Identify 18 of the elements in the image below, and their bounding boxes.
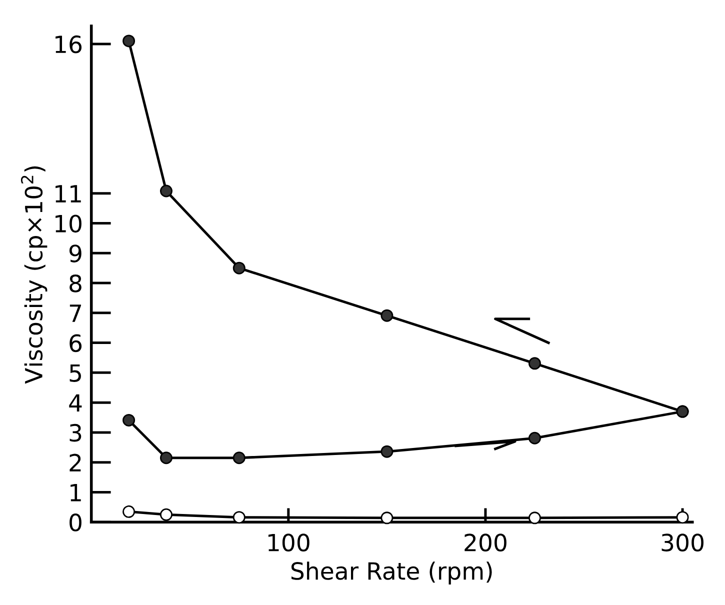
y-tick-label: 7	[70, 304, 81, 322]
y-tick-label: 1	[70, 484, 81, 502]
y-tick-label: 16	[56, 35, 82, 54]
y-tick-label: 4	[69, 394, 82, 412]
y-tick-label: 5	[70, 364, 81, 382]
x-tick-label: 100	[268, 534, 310, 552]
y-tick-label: 9	[69, 244, 82, 262]
y-tick-label: 8	[70, 274, 82, 292]
y-tick-label: 3	[70, 424, 82, 442]
y-tick-label: 0	[70, 514, 82, 532]
y-tick-label: 10	[56, 214, 82, 233]
y-tick-label: 2	[70, 454, 81, 472]
x-tick-label: 300	[662, 534, 704, 552]
y-tick-label: 11	[56, 185, 81, 202]
y-tick-label: 6	[70, 334, 82, 352]
y-axis-title: Viscosity (cp×10$^{2}$)	[20, 166, 48, 384]
x-tick-label: 200	[464, 534, 506, 552]
x-axis-title: Shear Rate (rpm)	[291, 562, 492, 584]
